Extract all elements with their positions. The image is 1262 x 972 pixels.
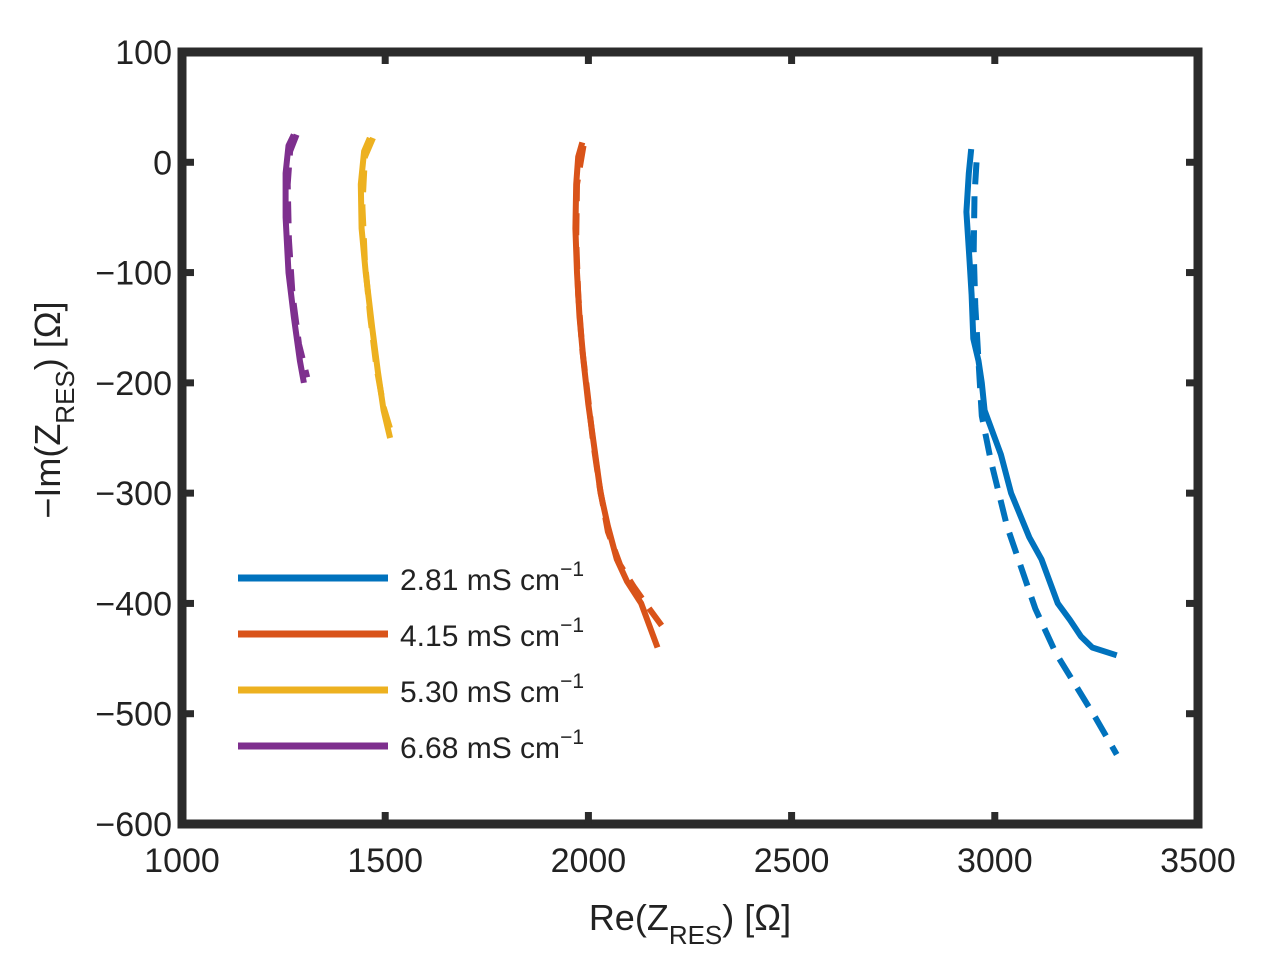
legend: 2.81 mS cm−1 4.15 mS cm−1 5.30 mS cm−1 6… (238, 558, 584, 765)
series-2-measured-line (359, 136, 395, 434)
legend-sup-5-30: −1 (560, 670, 584, 693)
x-tick-label-4: 3000 (957, 842, 1033, 880)
y-tick-label-2: −400 (95, 585, 172, 623)
legend-text-5-30: 5.30 mS cm (400, 676, 560, 709)
legend-label-4-15: 4.15 mS cm−1 (400, 614, 584, 653)
y-axis-label-sub: RES (50, 370, 80, 423)
y-axis-label-main: −Im(Z (27, 424, 68, 519)
y-tick-label-6: 0 (153, 144, 172, 182)
series-layer (282, 133, 1120, 756)
x-axis-label-sub: RES (669, 920, 722, 950)
legend-label-6-68: 6.68 mS cm−1 (400, 726, 584, 765)
legend-sup-2-81: −1 (560, 558, 584, 581)
series-3-measured-line (284, 133, 311, 379)
x-axis-label: Re(ZRES) [Ω] (589, 897, 791, 950)
legend-text-4-15: 4.15 mS cm (400, 620, 560, 653)
legend-sup-6-68: −1 (560, 726, 584, 749)
plot-frame (177, 47, 1203, 829)
y-tick-label-3: −300 (95, 475, 172, 513)
x-axis-label-main: Re(Z (589, 897, 669, 938)
x-tick-label-0: 1000 (144, 842, 220, 880)
y-tick-label-4: −200 (95, 365, 172, 403)
x-tick-label-2: 2000 (551, 842, 627, 880)
legend-text-2-81: 2.81 mS cm (400, 564, 560, 597)
y-tick-label-5: −100 (95, 255, 172, 293)
legend-sup-4-15: −1 (560, 614, 584, 637)
y-tick-label-0: −600 (95, 806, 172, 844)
legend-label-5-30: 5.30 mS cm−1 (400, 670, 584, 709)
y-axis-label: −Im(ZRES) [Ω] (27, 301, 80, 518)
y-axis-label-tail: ) [Ω] (27, 301, 68, 370)
tick-marks (178, 48, 1202, 828)
legend-text-6-68: 6.68 mS cm (400, 732, 560, 765)
series-0-model-line (963, 148, 1118, 659)
y-tick-label-7: 100 (115, 34, 172, 72)
series-0-measured-line (970, 162, 1120, 756)
x-tick-labels: 1000 1500 2000 2500 3000 3500 (144, 842, 1236, 880)
x-tick-label-5: 3500 (1160, 842, 1236, 880)
y-tick-labels: −600 −500 −400 −300 −200 −100 0 100 (95, 34, 172, 844)
legend-label-2-81: 2.81 mS cm−1 (400, 558, 584, 597)
x-tick-label-1: 1500 (347, 842, 423, 880)
x-axis-label-tail: ) [Ω] (722, 897, 791, 938)
y-tick-label-1: −500 (95, 696, 172, 734)
x-tick-label-3: 2500 (754, 842, 830, 880)
series-1-measured-line (573, 145, 665, 628)
